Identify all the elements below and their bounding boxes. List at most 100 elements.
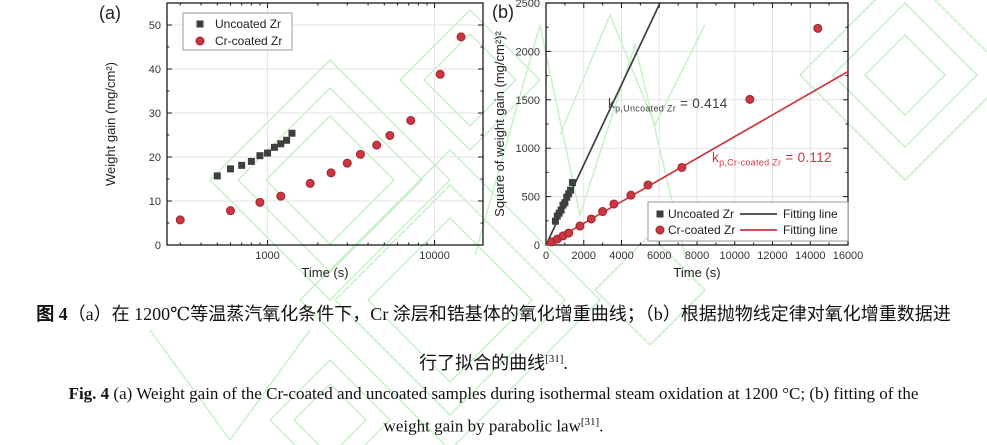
data-point [255,197,265,207]
caption-english-line2: weight gain by parabolic law[31]. [0,416,987,437]
data-point [355,149,365,159]
data-point [256,152,264,160]
legend-marker [195,36,205,46]
watermark-diamond [265,115,395,245]
y-tick-label: 1000 [516,143,540,155]
data-point [813,23,823,33]
annotation-kp-crcoated: kp,Cr-coated Zr = 0.112 [712,150,832,168]
data-point [226,165,234,173]
y-tick-label: 500 [522,192,540,204]
watermark-diamond [399,9,541,151]
legend-marker [196,20,204,28]
data-point [626,190,636,200]
watermark-zigzag [474,24,686,256]
caption-chinese-line1: 图 4（a）在 1200℃等温蒸汽氧化条件下，Cr 涂层和锆基体的氧化增重曲线；… [0,300,987,326]
caption-en-text2: weight gain by parabolic law [383,416,581,436]
watermark-diamond [832,2,978,148]
legend-label: Fitting line [783,207,838,221]
data-point [277,140,285,148]
annotation-kp-uncoated: kp,Uncoated Zr = 0.414 [608,96,728,114]
y-tick-label: 2000 [516,46,540,58]
legend-box [647,201,849,242]
data-point [435,69,445,79]
caption-english-line1: Fig. 4 (a) Weight gain of the Cr-coated … [0,384,987,404]
plot-frame [166,2,484,246]
data-point [283,136,291,144]
legend-label: Uncoated Zr [668,207,734,221]
y-tick-label: 50 [149,20,161,32]
panel-b-label: (b) [492,2,514,22]
kp-symbol: k [608,96,616,111]
y-tick-label: 10 [149,196,161,208]
x-tick-label: 8000 [685,250,709,262]
data-point [745,94,755,104]
caption-en-figno: Fig. 4 [68,384,110,403]
data-point [575,221,585,231]
data-point [276,191,286,201]
watermark-diamond [367,217,533,383]
kp-value: = 0.112 [781,150,832,165]
chart-a: 1000 10000 0 10 20 30 40 50 Time (s) Weight gain … [103,2,484,280]
data-point [342,158,352,168]
y-tick-label: 0 [534,240,540,252]
watermark-diamond [269,359,391,445]
x-axis-label: Time (s) [301,265,348,280]
legend-label: Fitting line [783,223,838,237]
caption-cn-text2: 行了拟合的曲线 [419,353,546,373]
watermark-diamond [237,87,423,273]
x-tick-label: 10000 [419,250,450,262]
y-tick-label: 1500 [516,95,540,107]
x-tick-label: 12000 [757,250,788,262]
x-tick-label: 10000 [719,250,750,262]
y-tick-label: 2500 [516,0,540,10]
watermark-diamond [334,184,566,416]
y-tick-label: 20 [149,152,161,164]
x-tick-label: 0 [543,250,549,262]
y-axis-label: Square of weight gain (mg/cm²)² [492,30,507,216]
watermark-zigzag [149,329,311,442]
data-point [288,129,296,137]
legend-marker [655,225,665,235]
caption-cn-period: . [563,353,568,373]
data-point [551,217,559,225]
caption-en-text: (a) Weight gain of the Cr-coated and unc… [109,384,919,403]
y-axis-label: Weight gain (mg/cm²) [103,62,118,186]
panel-a-label: (a) [99,3,121,23]
y-tick-label: 0 [155,240,161,252]
data-point [557,206,565,214]
x-tick-label: 6000 [647,250,671,262]
watermark-diamond [293,383,367,445]
kp-value: = 0.414 [676,96,728,111]
data-point [372,140,382,150]
data-point [385,130,395,140]
data-point [238,161,246,169]
caption-cn-ref: [31] [545,353,564,365]
y-tick-label: 30 [149,108,161,120]
kp-symbol: k [712,150,720,165]
data-point [406,115,416,125]
x-tick-label: 1000 [255,250,279,262]
kp-subscript: p,Cr-coated Zr [719,157,782,168]
data-point [609,199,619,209]
watermark-diamond [864,34,946,116]
caption-chinese-line2: 行了拟合的曲线[31]. [0,349,987,375]
x-tick-label: 4000 [609,250,633,262]
caption-en-period: . [599,416,604,436]
x-tick-label: 2000 [572,250,596,262]
kp-subscript: p,Uncoated Zr [615,103,676,114]
data-point [270,143,278,151]
data-point [247,157,255,165]
data-point [564,228,574,238]
data-point [213,172,221,180]
caption-cn-text: （a）在 1200℃等温蒸汽氧化条件下，Cr 涂层和锆基体的氧化增重曲线；（b）… [67,304,951,324]
x-tick-label: 16000 [833,250,864,262]
legend-label: Cr-coated Zr [668,223,735,237]
data-point [561,199,569,207]
data-point [264,149,272,157]
chart-b: 0 2000 4000 6000 8000 10000 12000 14000 16000 0 50… [492,0,864,280]
legend-label: Uncoated Zr [215,17,281,31]
y-tick-label: 40 [149,64,161,76]
caption-cn-figno: 图 4 [36,304,68,324]
